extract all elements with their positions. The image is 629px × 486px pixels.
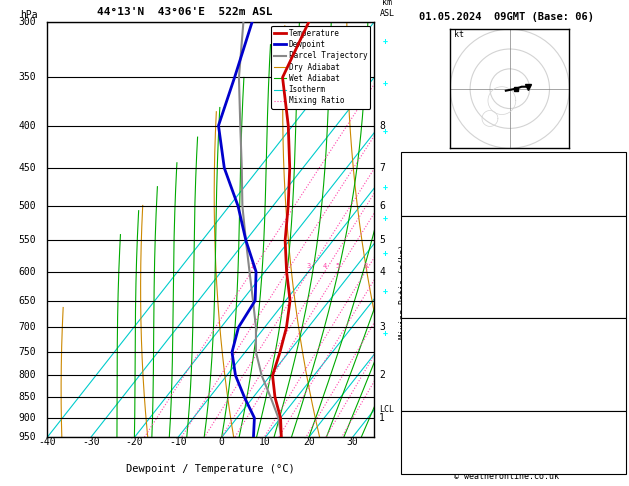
Text: 0: 0 <box>617 396 623 405</box>
Text: 5: 5 <box>379 235 385 245</box>
Text: kt: kt <box>454 30 464 39</box>
Text: Dewpoint / Temperature (°C): Dewpoint / Temperature (°C) <box>126 465 295 474</box>
Text: Surface: Surface <box>495 220 532 229</box>
Text: 3: 3 <box>379 322 385 332</box>
Legend: Temperature, Dewpoint, Parcel Trajectory, Dry Adiabat, Wet Adiabat, Isotherm, Mi: Temperature, Dewpoint, Parcel Trajectory… <box>271 26 370 108</box>
Text: CAPE (J): CAPE (J) <box>406 380 449 389</box>
Text: 2: 2 <box>379 370 385 381</box>
Text: PW (cm): PW (cm) <box>406 200 444 208</box>
Text: 0: 0 <box>617 289 623 298</box>
Text: θₑ (K): θₑ (K) <box>406 348 438 357</box>
Text: 7: 7 <box>379 163 385 173</box>
Text: 700: 700 <box>606 332 623 342</box>
Text: Hodograph: Hodograph <box>489 415 538 424</box>
Text: Lifted Index: Lifted Index <box>406 364 471 373</box>
Text: 5: 5 <box>335 263 340 269</box>
Text: 30: 30 <box>347 437 359 448</box>
Text: 10: 10 <box>259 437 271 448</box>
Text: -20: -20 <box>126 437 143 448</box>
Text: 4: 4 <box>323 263 327 269</box>
Text: 6: 6 <box>379 201 385 211</box>
Text: StmSpd (kt): StmSpd (kt) <box>406 461 465 469</box>
Text: 82: 82 <box>612 435 623 445</box>
Text: +: + <box>382 214 387 224</box>
Text: 13: 13 <box>612 161 623 170</box>
Text: 2: 2 <box>285 263 289 269</box>
Text: Temp (°C): Temp (°C) <box>406 230 455 239</box>
Text: 13.7: 13.7 <box>601 230 623 239</box>
Text: LCL: LCL <box>379 405 394 414</box>
Text: 318: 318 <box>606 348 623 357</box>
Text: +: + <box>382 287 387 296</box>
Text: +: + <box>382 127 387 137</box>
Text: 8: 8 <box>364 263 367 269</box>
Text: CAPE (J): CAPE (J) <box>406 289 449 298</box>
Text: 0: 0 <box>617 380 623 389</box>
Text: 1: 1 <box>249 263 253 269</box>
Text: 550: 550 <box>18 235 36 245</box>
Text: km
ASL: km ASL <box>380 0 395 17</box>
Text: hPa: hPa <box>20 10 38 20</box>
Text: 300: 300 <box>18 17 36 27</box>
Text: 900: 900 <box>18 413 36 423</box>
Text: SREH: SREH <box>406 435 428 445</box>
Text: +: + <box>382 329 387 338</box>
Text: 8: 8 <box>379 121 385 131</box>
Text: 7.3: 7.3 <box>606 244 623 254</box>
Text: 750: 750 <box>18 347 36 357</box>
Text: EH: EH <box>406 423 417 432</box>
Text: © weatheronline.co.uk: © weatheronline.co.uk <box>454 472 559 481</box>
Text: 1: 1 <box>379 413 385 423</box>
Text: 40: 40 <box>612 180 623 190</box>
Text: 700: 700 <box>18 322 36 332</box>
Text: 0: 0 <box>219 437 225 448</box>
Text: 87: 87 <box>612 423 623 432</box>
Text: 6: 6 <box>617 461 623 469</box>
Text: 800: 800 <box>18 370 36 381</box>
Text: +: + <box>382 37 387 46</box>
Text: Dewp (°C): Dewp (°C) <box>406 244 455 254</box>
Text: 650: 650 <box>18 295 36 306</box>
Text: 1.79: 1.79 <box>601 200 623 208</box>
Text: 44°13'N  43°06'E  522m ASL: 44°13'N 43°06'E 522m ASL <box>97 7 272 17</box>
Text: 600: 600 <box>18 267 36 277</box>
Text: Totals Totals: Totals Totals <box>406 180 476 190</box>
Text: Lifted Index: Lifted Index <box>406 274 471 283</box>
Text: StmDir: StmDir <box>406 448 438 457</box>
Text: 450: 450 <box>18 163 36 173</box>
Text: 20: 20 <box>303 437 314 448</box>
Text: 309: 309 <box>606 260 623 269</box>
Text: 400: 400 <box>18 121 36 131</box>
Text: +: + <box>382 183 387 192</box>
Text: 8: 8 <box>617 274 623 283</box>
Text: 3: 3 <box>306 263 311 269</box>
Text: Mixing Ratio (g/kg): Mixing Ratio (g/kg) <box>399 244 408 339</box>
Text: -30: -30 <box>82 437 99 448</box>
Text: 2: 2 <box>617 364 623 373</box>
Text: 0: 0 <box>617 304 623 313</box>
Text: Pressure (mb): Pressure (mb) <box>406 332 476 342</box>
Text: -40: -40 <box>38 437 56 448</box>
Text: CIN (J): CIN (J) <box>406 304 444 313</box>
Text: 500: 500 <box>18 201 36 211</box>
Text: +: + <box>382 79 387 88</box>
Text: CIN (J): CIN (J) <box>406 396 444 405</box>
Text: K: K <box>406 161 412 170</box>
Text: 850: 850 <box>18 392 36 402</box>
Text: 01.05.2024  09GMT (Base: 06): 01.05.2024 09GMT (Base: 06) <box>419 12 594 22</box>
Text: -10: -10 <box>169 437 187 448</box>
Text: 950: 950 <box>18 433 36 442</box>
Text: +: + <box>382 249 387 258</box>
Text: θₑ(K): θₑ(K) <box>406 260 433 269</box>
Text: 4: 4 <box>379 267 385 277</box>
Text: Most Unstable: Most Unstable <box>479 322 548 331</box>
Text: 241°: 241° <box>601 448 623 457</box>
Text: 350: 350 <box>18 72 36 83</box>
